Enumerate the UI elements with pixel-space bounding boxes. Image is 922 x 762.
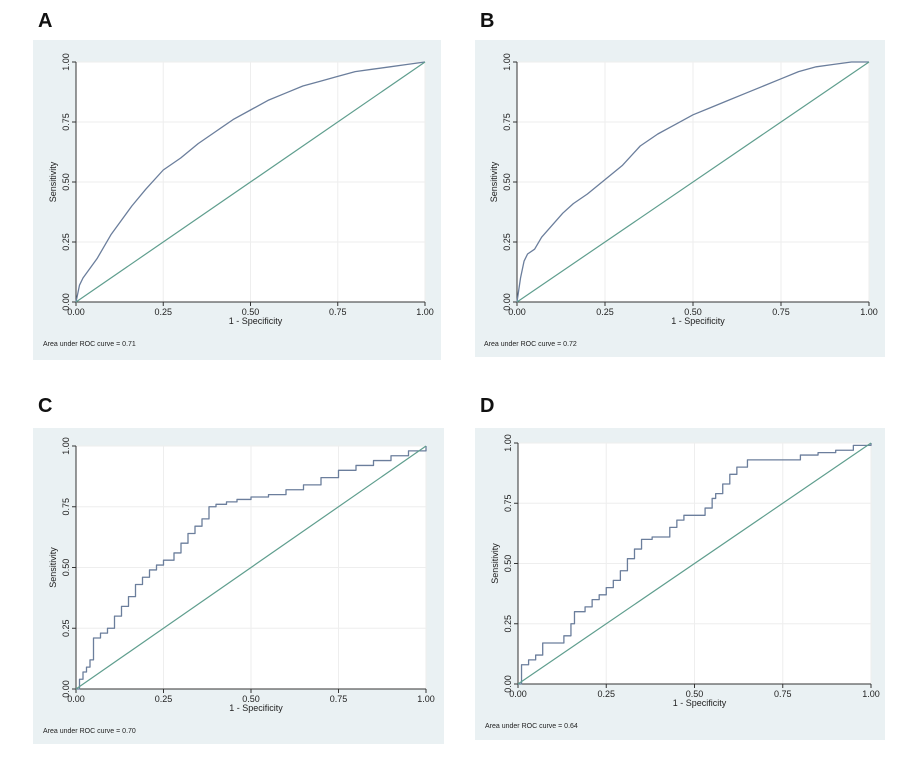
y-tick-label-b-0: 0.00 (502, 293, 512, 311)
roc-chart-c: 0.00 0.25 0.50 0.75 1.00 0.00 0.25 0.50 0.75 1.00… (33, 428, 444, 744)
y-tick-label-a-4: 1.00 (61, 53, 71, 71)
y-tick-label-a-1: 0.25 (61, 233, 71, 251)
y-tick-label-a-2: 0.50 (61, 173, 71, 191)
auc-note-c: Area under ROC curve = 0.70 (43, 728, 136, 735)
x-tick-label-d-1: 0.25 (597, 689, 615, 699)
x-tick-label-d-2: 0.50 (686, 689, 704, 699)
reference-line-d (517, 442, 872, 685)
panel-label-d: D (480, 395, 495, 417)
y-tick-label-c-3: 0.75 (61, 498, 71, 516)
roc-chart-a-svg: 0.00 0.25 0.50 0.75 1.00 0.00 0.25 0.50 0.75 1.00… (43, 53, 434, 348)
y-tick-label-d-4: 1.00 (503, 434, 513, 452)
roc-chart-b: 0.00 0.25 0.50 0.75 1.00 0.00 0.25 0.50 0.75 1.00… (475, 40, 885, 357)
roc-curve-a (75, 61, 426, 303)
y-tick-label-b-3: 0.75 (502, 113, 512, 131)
x-tick-label-a-1: 0.25 (154, 307, 172, 317)
y-tick-label-d-0: 0.00 (503, 675, 513, 693)
auc-note-a: Area under ROC curve = 0.71 (43, 341, 136, 348)
roc-curve-b (516, 61, 869, 303)
x-tick-label-b-1: 0.25 (596, 307, 614, 317)
reference-line-a (75, 61, 426, 303)
y-tick-label-b-4: 1.00 (502, 53, 512, 71)
x-tick-label-c-4: 1.00 (417, 694, 435, 704)
y-axis-title-b: Sensitivity (489, 161, 499, 202)
reference-line-c (75, 445, 427, 690)
x-axis-title-c: 1 - Specificity (229, 703, 283, 713)
y-tick-label-b-1: 0.25 (502, 233, 512, 251)
auc-note-d: Area under ROC curve = 0.64 (485, 723, 578, 730)
x-tick-label-c-0: 0.00 (67, 694, 85, 704)
x-tick-label-a-3: 0.75 (329, 307, 347, 317)
y-tick-label-a-3: 0.75 (61, 113, 71, 131)
y-axis-title-c: Sensitivity (48, 547, 58, 588)
y-axis-title-d: Sensitivity (490, 543, 500, 584)
x-axis-title-d: 1 - Specificity (673, 698, 727, 708)
x-tick-label-c-2: 0.50 (242, 694, 260, 704)
x-tick-label-b-3: 0.75 (772, 307, 790, 317)
y-tick-label-d-1: 0.25 (503, 615, 513, 633)
x-tick-label-d-3: 0.75 (774, 689, 792, 699)
roc-curve-c (76, 446, 427, 690)
y-tick-label-b-2: 0.50 (502, 173, 512, 191)
y-tick-label-c-4: 1.00 (61, 437, 71, 455)
x-tick-label-c-3: 0.75 (330, 694, 348, 704)
roc-chart-d: 0.00 0.25 0.50 0.75 1.00 0.00 0.25 0.50 0.75 1.00… (475, 428, 885, 740)
y-tick-label-a-0: 0.00 (61, 293, 71, 311)
x-tick-label-b-4: 1.00 (860, 307, 878, 317)
y-tick-label-c-0: 0.00 (61, 680, 71, 698)
roc-curve-d (518, 443, 872, 685)
panel-label-c: C (38, 395, 53, 417)
roc-chart-b-svg: 0.00 0.25 0.50 0.75 1.00 0.00 0.25 0.50 0.75 1.00… (484, 53, 878, 348)
y-tick-label-d-2: 0.50 (503, 555, 513, 573)
x-tick-label-b-2: 0.50 (684, 307, 702, 317)
roc-chart-c-svg: 0.00 0.25 0.50 0.75 1.00 0.00 0.25 0.50 0.75 1.00… (43, 437, 435, 735)
y-tick-label-c-1: 0.25 (61, 619, 71, 637)
x-tick-label-d-4: 1.00 (862, 689, 880, 699)
x-axis-title-a: 1 - Specificity (229, 316, 283, 326)
x-tick-label-a-2: 0.50 (242, 307, 260, 317)
x-tick-label-b-0: 0.00 (508, 307, 526, 317)
panel-label-a: A (38, 10, 53, 32)
roc-chart-d-svg: 0.00 0.25 0.50 0.75 1.00 0.00 0.25 0.50 0.75 1.00… (485, 434, 880, 730)
y-tick-label-d-3: 0.75 (503, 494, 513, 512)
x-tick-label-a-0: 0.00 (67, 307, 85, 317)
x-tick-label-c-1: 0.25 (155, 694, 173, 704)
reference-line-b (516, 61, 870, 303)
auc-note-b: Area under ROC curve = 0.72 (484, 341, 577, 348)
y-axis-title-a: Sensitivity (48, 161, 58, 202)
x-tick-label-a-4: 1.00 (416, 307, 434, 317)
panel-label-b: B (480, 10, 495, 32)
y-tick-label-c-2: 0.50 (61, 559, 71, 577)
x-tick-label-d-0: 0.00 (509, 689, 527, 699)
x-axis-title-b: 1 - Specificity (671, 316, 725, 326)
roc-chart-a: 0.00 0.25 0.50 0.75 1.00 0.00 0.25 0.50 0.75 1.00… (33, 40, 441, 360)
